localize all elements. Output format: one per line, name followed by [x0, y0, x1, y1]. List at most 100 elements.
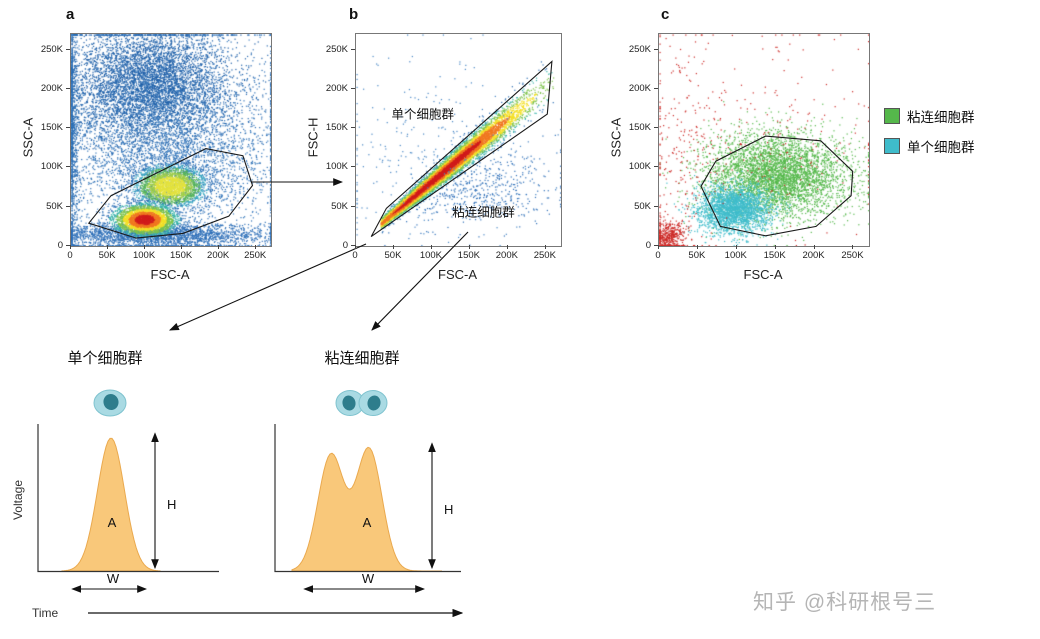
tick-label-x: 250K — [841, 250, 864, 261]
single-height-label: H — [167, 497, 176, 512]
single-pulse-title: 单个细胞群 — [67, 350, 142, 367]
tick-mark-y — [351, 127, 355, 129]
tick-label-x: 50K — [384, 250, 402, 261]
tick-label-y: 150K — [40, 122, 63, 134]
tick-label-y: 250K — [40, 43, 63, 55]
tick-label-x: 150K — [170, 250, 193, 261]
double-pulse-curve — [291, 446, 442, 572]
tick-label-y: 100K — [40, 161, 63, 173]
tick-label-x: 150K — [763, 250, 786, 261]
tick-label-y: 50K — [46, 200, 63, 212]
tick-label-x: 200K — [802, 250, 825, 261]
panel-a-gate-overlay — [87, 148, 254, 239]
gate-polygon — [700, 135, 854, 237]
panel-b-xlabel: FSC-A — [438, 267, 477, 282]
panel-a-letter: a — [66, 6, 75, 23]
single-cell-icon — [93, 389, 127, 417]
tick-mark-x — [813, 245, 815, 249]
tick-mark-x — [544, 245, 546, 249]
watermark: 知乎 @科研根号三 — [753, 591, 937, 614]
legend-label-singlets: 单个细胞群 — [907, 140, 975, 155]
tick-label-y: 50K — [331, 200, 348, 212]
double-area-label: A — [363, 515, 372, 530]
tick-label-x: 100K — [132, 250, 156, 261]
double-width-label: W — [362, 571, 375, 586]
panel-c-plot — [658, 33, 870, 247]
doublet-cell-icon — [335, 390, 388, 416]
legend-swatch-singlets — [884, 138, 900, 154]
tick-mark-x — [658, 245, 659, 249]
tick-mark-x — [468, 245, 470, 249]
tick-mark-y — [351, 245, 355, 246]
legend-item-doublets: 粘连细胞群 — [884, 106, 975, 126]
tick-label-y: 100K — [325, 161, 348, 173]
tick-label-x: 0 — [67, 250, 73, 261]
tick-label-y: 0 — [645, 240, 651, 251]
tick-mark-y — [66, 205, 70, 207]
tick-mark-y — [66, 166, 70, 168]
tick-mark-x — [144, 245, 146, 249]
tick-mark-y — [654, 245, 658, 246]
legend-label-doublets: 粘连细胞群 — [907, 110, 975, 125]
tick-label-y: 100K — [628, 161, 651, 173]
tick-label-y: 250K — [325, 43, 348, 55]
tick-mark-y — [351, 166, 355, 168]
panel-a-plot — [70, 33, 272, 247]
legend-item-singlets: 单个细胞群 — [884, 136, 975, 156]
tick-label-y: 50K — [634, 200, 651, 212]
panel-c-letter: c — [661, 6, 670, 23]
tick-label-x: 250K — [533, 250, 556, 261]
double-height-label: H — [444, 502, 453, 517]
tick-mark-x — [506, 245, 508, 249]
tick-mark-y — [351, 48, 355, 50]
tick-label-y: 200K — [325, 82, 348, 94]
tick-mark-x — [430, 245, 432, 249]
tick-mark-y — [654, 127, 658, 129]
tick-mark-y — [66, 127, 70, 129]
tick-mark-x — [218, 245, 220, 249]
tick-mark-y — [351, 87, 355, 89]
tick-label-x: 0 — [655, 250, 661, 261]
gate-label-singlets: 单个细胞群 — [391, 107, 455, 122]
panel-c-xlabel: FSC-A — [743, 267, 783, 282]
panel-a-xlabel: FSC-A — [150, 267, 190, 282]
tick-mark-x — [696, 245, 698, 249]
tick-mark-x — [181, 245, 183, 249]
tick-label-y: 150K — [325, 122, 348, 134]
tick-label-y: 150K — [628, 122, 651, 134]
tick-label-x: 200K — [495, 250, 518, 261]
gate-polygon — [87, 148, 254, 239]
legend-swatch-doublets — [884, 108, 900, 124]
tick-label-x: 150K — [457, 250, 480, 261]
tick-mark-x — [107, 245, 109, 249]
tick-mark-y — [654, 87, 658, 89]
tick-label-y: 250K — [628, 43, 651, 55]
tick-label-x: 200K — [207, 250, 230, 261]
single-pulse-axes — [37, 424, 219, 573]
tick-mark-y — [66, 87, 70, 89]
panel-b-density-canvas — [356, 34, 561, 246]
tick-label-x: 50K — [688, 250, 706, 261]
tick-mark-x — [255, 245, 257, 249]
legend: 粘连细胞群 单个细胞群 — [884, 106, 975, 166]
tick-mark-x — [355, 245, 356, 249]
tick-mark-x — [735, 245, 737, 249]
tick-label-y: 0 — [342, 240, 348, 251]
tick-mark-y — [654, 166, 658, 168]
panel-b-letter: b — [349, 6, 359, 23]
panel-b-gate-overlay — [370, 60, 553, 238]
tick-mark-y — [654, 48, 658, 50]
gate-label-doublets: 粘连细胞群 — [452, 205, 515, 220]
tick-label-y: 200K — [628, 82, 651, 94]
voltage-axis-label: Voltage — [11, 480, 25, 520]
single-pulse-curve — [61, 437, 161, 572]
tick-mark-y — [351, 205, 355, 207]
tick-label-x: 0 — [352, 250, 358, 261]
tick-mark-x — [774, 245, 776, 249]
tick-mark-x — [392, 245, 394, 249]
tick-label-x: 250K — [244, 250, 267, 261]
double-pulse-axes — [274, 424, 461, 573]
gate-polygon — [370, 60, 553, 238]
panel-a-density-canvas — [71, 34, 271, 246]
